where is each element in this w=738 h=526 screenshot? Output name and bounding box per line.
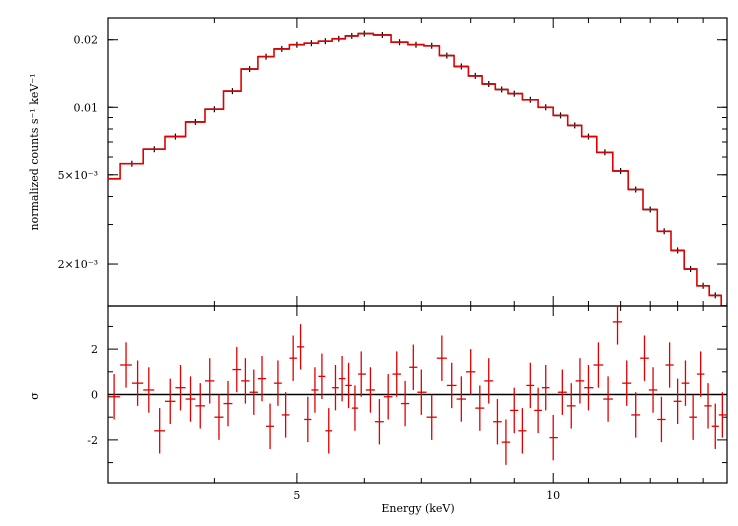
y-tick-label-top: 2×10⁻³ — [58, 258, 98, 271]
y-tick-label-top: 5×10⁻³ — [58, 169, 98, 182]
x-tick-label: 10 — [546, 489, 560, 502]
y-axis-label-sigma: σ — [28, 392, 41, 400]
model-step-line — [108, 32, 727, 306]
residuals-panel: 5 10 2 0 -2 — [87, 305, 728, 502]
residual-series — [108, 306, 727, 465]
spectrum-frame — [107, 17, 728, 307]
y-tick-label-bottom: -2 — [87, 434, 98, 447]
x-axis-label-energy: Energy (keV) — [381, 502, 454, 515]
y-axis-label-counts: normalized counts s⁻¹ keV⁻¹ — [28, 73, 41, 230]
y-tick-label-top: 0.01 — [74, 101, 99, 114]
y-tick-label-bottom: 0 — [91, 389, 98, 402]
spectrum-panel: 0.02 0.01 5×10⁻³ 2×10⁻³ — [58, 17, 728, 307]
y-tick-label-top: 0.02 — [74, 34, 99, 47]
y-tick-label-bottom: 2 — [91, 343, 98, 356]
x-tick-label: 5 — [293, 489, 300, 502]
spectrum-data-series — [108, 30, 727, 306]
